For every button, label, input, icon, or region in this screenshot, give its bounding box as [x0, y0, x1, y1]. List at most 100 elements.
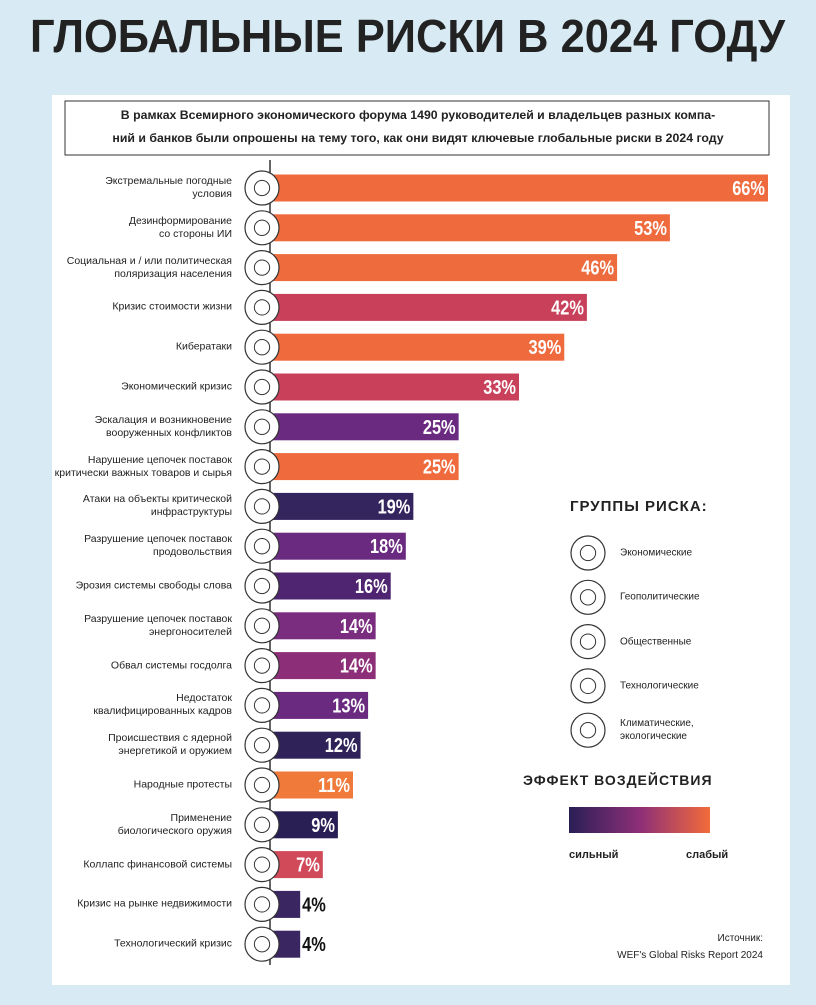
icon-glyph [253, 538, 271, 555]
value-label: 14% [340, 614, 373, 637]
bar [270, 293, 587, 321]
category-label: Применение биологического оружия [117, 811, 232, 837]
icon [244, 369, 280, 405]
category-label: Коллапс финансовой системы [83, 858, 232, 871]
value-label: 39% [528, 336, 561, 359]
category-label: Эскалация и возникновение вооруженных ко… [94, 413, 232, 439]
icon [570, 712, 606, 748]
category-label: Экстремальные погодные условия [105, 175, 232, 200]
bar [270, 254, 618, 282]
icon-glyph [579, 589, 597, 606]
icon-glyph [253, 697, 271, 714]
icon-glyph [253, 617, 271, 634]
bar [270, 373, 519, 401]
value-label: 66% [732, 176, 765, 199]
value-label: 33% [483, 375, 516, 398]
effect-title: ЭФФЕКТ ВОЗДЕЙСТВИЯ [523, 771, 713, 788]
icon-glyph [253, 577, 271, 595]
icon-glyph [253, 378, 271, 396]
panel [52, 95, 790, 985]
icon [244, 210, 280, 246]
icon [244, 409, 280, 445]
icon [244, 886, 280, 923]
category-label: Нарушение цепочек поставок критически ва… [54, 453, 232, 479]
category-label: Недостаток квалифицированных кадров [93, 692, 232, 718]
value-label: 11% [318, 773, 350, 796]
icon-glyph [253, 657, 271, 674]
value-label: 18% [370, 535, 403, 558]
value-label: 42% [551, 296, 584, 319]
subtitle: В рамках Всемирного экономического форум… [112, 108, 724, 145]
icon [244, 647, 280, 684]
icon [244, 687, 280, 724]
icon-glyph [579, 544, 597, 562]
icon [570, 668, 606, 704]
legend-label: Экономические [620, 547, 693, 559]
value-label: 46% [581, 256, 614, 279]
category-label: Обвал системы госдолга [110, 659, 232, 672]
icon [244, 528, 280, 564]
bar [270, 691, 369, 719]
chart-title: ГЛОБАЛЬНЫЕ РИСКИ В 2024 ГОДУ [30, 10, 786, 62]
bar [270, 174, 768, 202]
icon-glyph [253, 936, 271, 953]
value-label: 53% [634, 216, 667, 239]
effect-gradient [569, 807, 710, 833]
icon [244, 608, 280, 644]
bar [270, 453, 459, 481]
icon-glyph [253, 259, 271, 276]
value-label: 4% [302, 893, 326, 916]
icon-glyph [253, 299, 271, 316]
value-label: 13% [332, 694, 365, 717]
category-label: Кибератаки [175, 340, 232, 353]
category-label: Разрушение цепочек поставок продовольств… [84, 533, 232, 559]
value-label: 7% [296, 853, 320, 876]
icon-glyph [253, 737, 271, 754]
category-label: Разрушение цепочек поставок энергоносите… [84, 612, 232, 638]
bar [270, 492, 414, 520]
effect-low: сильный [569, 849, 618, 861]
value-label: 25% [423, 455, 456, 478]
bar [270, 612, 376, 640]
icon [244, 846, 280, 883]
icon-glyph [253, 179, 271, 197]
value-label: 16% [355, 574, 388, 597]
source: Источник: WEF's Global Risks Report 2024 [617, 933, 763, 961]
legend-label: Общественные [620, 636, 692, 648]
icon [570, 579, 606, 615]
icon-glyph [253, 498, 271, 515]
category-label: Эрозия системы свободы слова [75, 579, 232, 592]
category-label: Экономический кризис [121, 380, 232, 393]
bar [270, 572, 391, 600]
category-label: Технологический кризис [114, 937, 232, 950]
icon [244, 170, 280, 206]
category-label: Народные протесты [133, 778, 232, 791]
icon-glyph [253, 418, 271, 435]
value-label: 14% [340, 654, 373, 677]
icon [570, 623, 606, 660]
legend-label: Климатические, экологические [620, 718, 694, 743]
icon-glyph [253, 776, 271, 794]
value-label: 4% [302, 933, 326, 956]
bar [270, 333, 565, 361]
bar [270, 771, 353, 799]
icon [244, 250, 280, 286]
category-label: Кризис стоимости жизни [112, 300, 232, 313]
value-label: 25% [423, 415, 456, 438]
category-label: Дезинформирование со стороны ИИ [128, 214, 232, 240]
bar [270, 811, 338, 839]
icon [244, 767, 280, 803]
icon [244, 807, 280, 843]
icon [244, 449, 280, 485]
category-label: Кризис на рынке недвижимости [77, 897, 232, 910]
icon-glyph [253, 816, 271, 833]
value-label: 19% [378, 495, 411, 518]
bar [270, 413, 459, 441]
icon [570, 535, 606, 571]
icon [244, 926, 280, 962]
icon-glyph [579, 677, 597, 695]
value-label: 12% [325, 734, 358, 757]
icon-glyph [579, 722, 597, 739]
icon [244, 488, 280, 524]
effect-high: слабый [686, 849, 728, 861]
